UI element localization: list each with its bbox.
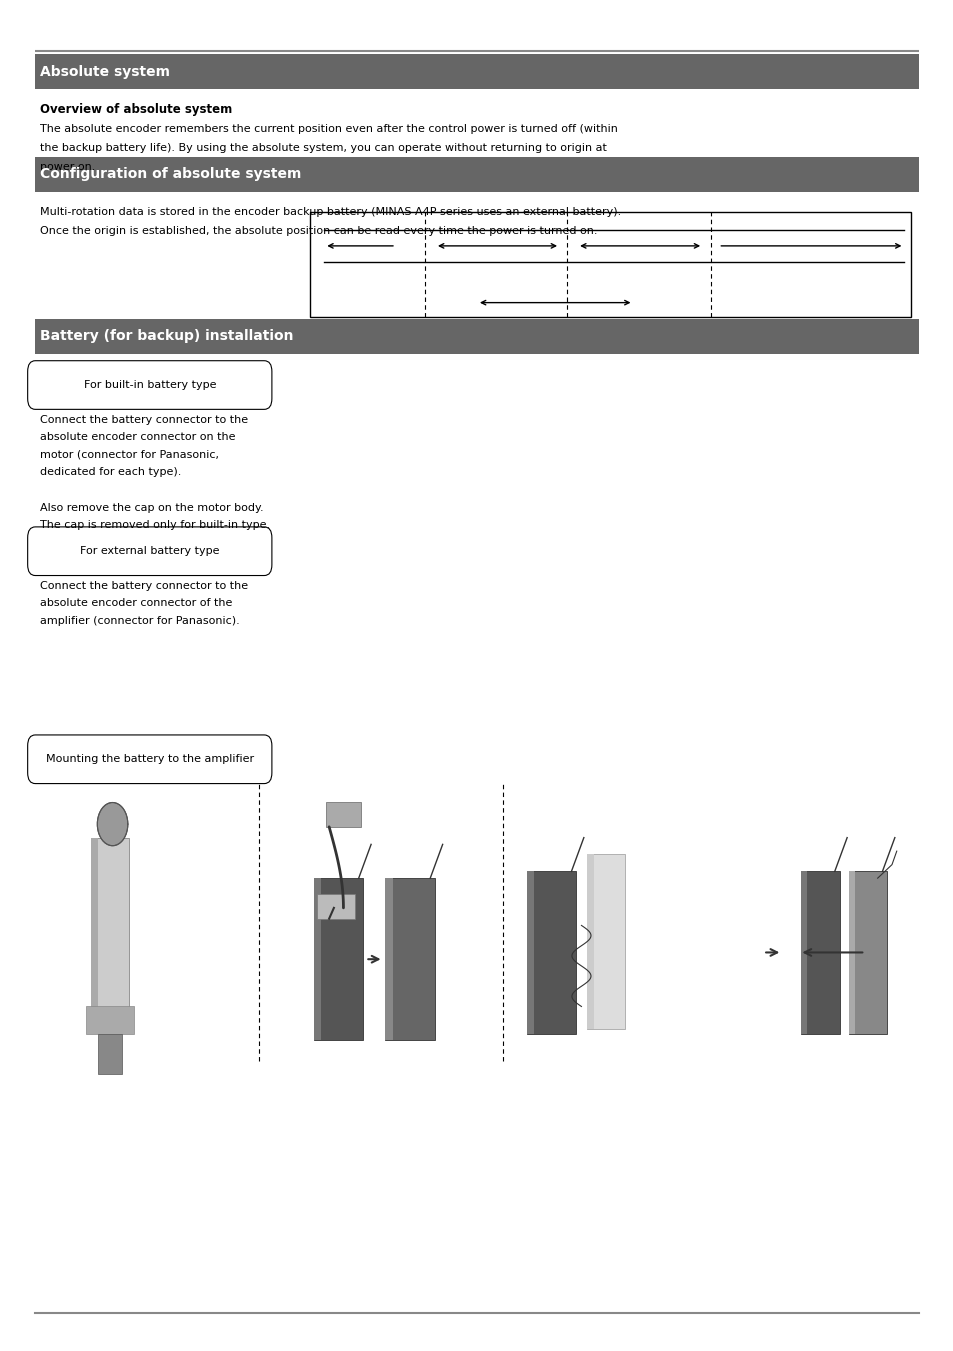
Bar [35,319,918,354]
Text: The absolute encoder remembers the current position even after the control power: The absolute encoder remembers the curre… [40,124,618,134]
Bar [91,838,98,1013]
Bar [385,878,393,1040]
Bar [98,1034,122,1074]
Bar [314,878,363,1040]
Bar [326,802,360,827]
Text: the backup battery life). By using the absolute system, you can operate without : the backup battery life). By using the a… [40,143,606,153]
Text: Once the origin is established, the absolute position can be read every time the: Once the origin is established, the abso… [40,226,597,235]
Text: Configuration of absolute system: Configuration of absolute system [40,168,301,181]
Bar [35,54,918,89]
Text: Mounting the battery to the amplifier: Mounting the battery to the amplifier [46,754,253,765]
Text: Overview of absolute system: Overview of absolute system [40,103,233,116]
Text: dedicated for each type).: dedicated for each type). [40,467,181,477]
Text: Absolute system: Absolute system [40,65,170,78]
Bar [848,871,854,1034]
Text: power-on.: power-on. [40,162,95,172]
Bar [586,854,624,1029]
Text: motor (connector for Panasonic,: motor (connector for Panasonic, [40,450,219,459]
Bar [848,871,886,1034]
Text: Also remove the cap on the motor body.: Also remove the cap on the motor body. [40,503,263,512]
Bar [385,878,435,1040]
Bar [35,157,918,192]
Text: absolute encoder connector of the: absolute encoder connector of the [40,598,233,608]
Bar [526,871,576,1034]
Bar [526,871,534,1034]
FancyBboxPatch shape [28,527,272,576]
Bar [91,838,129,1013]
Text: Connect the battery connector to the: Connect the battery connector to the [40,581,248,590]
Bar [801,871,839,1034]
Circle shape [97,802,128,846]
Text: For built-in battery type: For built-in battery type [84,380,215,390]
Text: For external battery type: For external battery type [80,546,219,557]
Text: Battery (for backup) installation: Battery (for backup) installation [40,330,294,343]
Text: Connect the battery connector to the: Connect the battery connector to the [40,415,248,424]
Text: Multi-rotation data is stored in the encoder backup battery (MINAS A4P series us: Multi-rotation data is stored in the enc… [40,207,620,216]
Bar [86,1006,133,1034]
Bar [316,894,355,919]
Bar [310,212,910,317]
Bar [314,878,321,1040]
FancyBboxPatch shape [28,361,272,409]
Bar [586,854,594,1029]
Text: absolute encoder connector on the: absolute encoder connector on the [40,432,235,442]
Text: The cap is removed only for built-in type.: The cap is removed only for built-in typ… [40,520,270,530]
Text: amplifier (connector for Panasonic).: amplifier (connector for Panasonic). [40,616,239,626]
Bar [801,871,806,1034]
FancyBboxPatch shape [28,735,272,784]
